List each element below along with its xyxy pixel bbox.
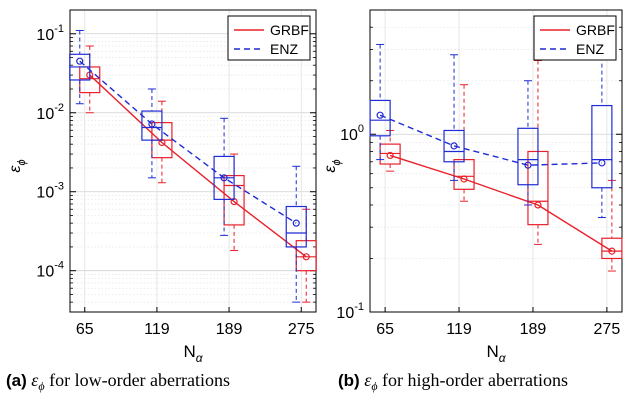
series-enz [69,30,307,303]
x-tick-label: 65 [76,321,94,338]
data-point [524,161,532,169]
y-tick-label: 10-3 [36,181,64,202]
caption-b-subscript: ϕ [371,379,378,393]
caption-a-symbol: ε [31,370,39,390]
box [141,110,163,141]
legend: GRBF ENZ [227,15,311,61]
legend-box [227,15,311,61]
x-tick-label: 275 [594,321,621,338]
series-grbf [79,45,317,303]
x-axis-label: Nα [486,342,506,365]
data-point [220,174,228,182]
y-axis-label: εϕ [322,159,343,172]
caption-b: (b) εϕ for high-order aberrations [338,370,568,394]
data-point [534,201,542,209]
data-point [460,175,468,183]
data-point [450,142,458,150]
caption-b-symbol: ε [364,370,372,390]
data-point [148,120,156,128]
y-tick-label: 10-1 [336,301,364,322]
x-tick-label: 65 [376,321,394,338]
y-tick-label: 10-2 [36,102,64,123]
caption-a-label: (a) [6,371,27,390]
legend-label: GRBF [576,22,615,38]
box [453,159,475,190]
x-tick-label: 189 [216,321,243,338]
data-point [608,247,616,255]
panel-a: 10-4 10-3 10-2 10-1 65 119 189 275 Nα εϕ GRBF ENZ [7,9,317,365]
legend-label: ENZ [270,41,298,57]
caption-b-label: (b) [338,371,360,390]
box [443,129,465,163]
y-axis-label: εϕ [7,159,28,172]
series-line [389,154,613,252]
x-tick-label: 189 [520,321,547,338]
caption-a-text: for low-order aberrations [49,370,231,390]
data-point [292,219,300,227]
y-tick-label: 10-1 [36,23,64,44]
panel-b: 10-1 100 65 119 189 275 Nα εϕ GRBF ENZ [322,9,623,365]
box [591,104,613,189]
x-tick-label: 119 [446,321,472,338]
x-axis-label: Nα [183,342,203,365]
y-tick-label: 100 [340,123,364,144]
legend-label: GRBF [270,22,309,38]
data-point [302,253,310,261]
plot-frame [69,9,317,313]
data-point [76,57,84,65]
box [379,143,401,165]
x-tick-label: 119 [144,321,170,338]
series-grbf [379,59,623,272]
plot-frame [369,9,623,313]
data-point [598,159,606,167]
series-line [79,60,297,224]
box [369,99,391,137]
y-tick-label: 10-4 [36,260,64,281]
x-tick-label: 275 [288,321,315,338]
data-point [376,111,384,119]
legend-label: ENZ [576,41,604,57]
series-line [379,114,602,166]
box [601,237,623,260]
caption-b-text: for high-order aberrations [382,370,568,390]
box [285,205,307,248]
series-line [89,74,307,258]
caption-a: (a) εϕ for low-order aberrations [6,370,230,394]
caption-a-subscript: ϕ [38,379,45,393]
legend-box [533,15,617,61]
legend: GRBF ENZ [533,15,617,61]
box [517,127,539,186]
data-point [386,151,394,160]
